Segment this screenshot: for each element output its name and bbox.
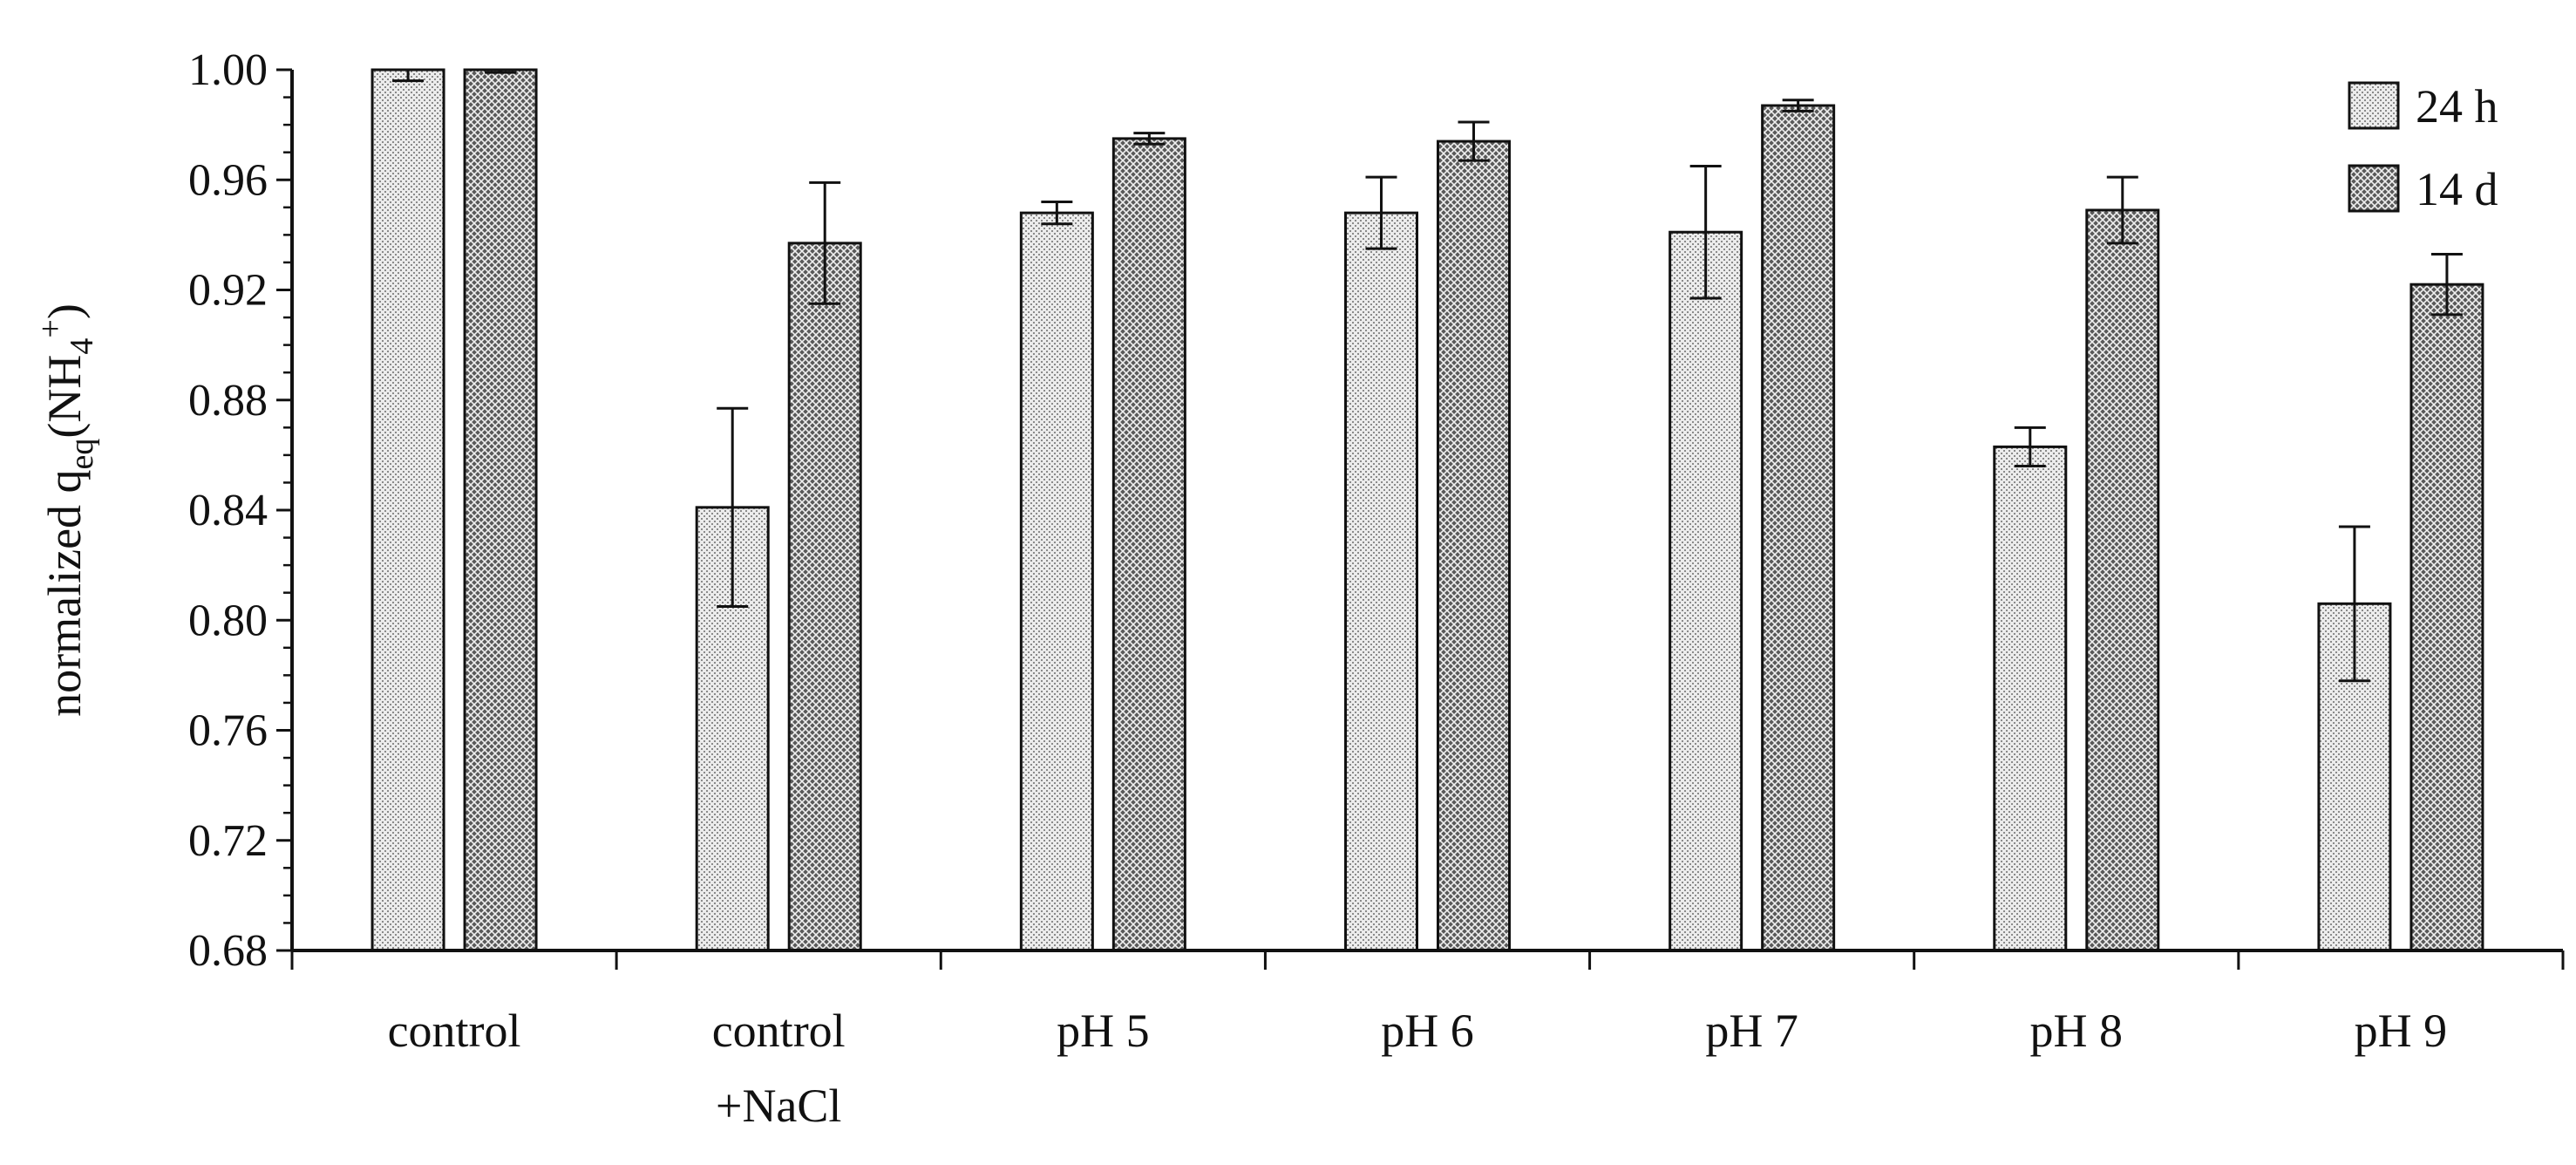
error-bar-14d-2: [1133, 132, 1166, 146]
error-bar-24h-4: [1689, 164, 1722, 300]
error-bar-14d-0: [485, 68, 517, 74]
y-tick-label: 0.84: [188, 486, 268, 535]
legend-entry-14d: 14 d: [2348, 163, 2498, 215]
legend-label: 24 h: [2416, 80, 2498, 133]
x-category-label: pH 5: [1057, 1005, 1150, 1057]
bar-24h-5: [1993, 445, 2068, 952]
bar-24h-4: [1669, 230, 1743, 952]
bar-14d-3: [1437, 140, 1511, 952]
bars-layer: [370, 68, 2484, 952]
bar-24h-2: [1019, 211, 1094, 952]
x-category-label: control: [712, 1005, 846, 1057]
error-bar-24h-1: [717, 406, 749, 608]
bar-14d-1: [787, 242, 862, 952]
y-tick-label: 0.96: [188, 155, 268, 205]
x-category-label: pH 7: [1705, 1005, 1798, 1057]
legend-swatch: [2348, 81, 2400, 130]
bar-24h-3: [1344, 211, 1418, 952]
error-bar-24h-6: [2338, 525, 2370, 683]
bar-14d-0: [463, 68, 538, 952]
y-tick-label: 0.92: [188, 266, 268, 316]
legend-entry-24h: 24 h: [2348, 80, 2498, 133]
legend-label: 14 d: [2416, 163, 2498, 215]
error-bar-24h-2: [1041, 201, 1073, 226]
bar-24h-0: [370, 68, 445, 952]
error-bar-24h-5: [2014, 426, 2046, 467]
error-bar-24h-3: [1365, 175, 1397, 250]
bar-14d-6: [2409, 283, 2484, 952]
bar-14d-2: [1111, 137, 1186, 952]
y-tick-label: 1.00: [188, 45, 268, 95]
error-bar-14d-4: [1782, 99, 1814, 112]
x-category-label: pH 8: [2030, 1005, 2124, 1057]
x-category-label: +NaCl: [716, 1080, 841, 1132]
x-category-label: pH 9: [2355, 1005, 2448, 1057]
x-category-label: pH 6: [1381, 1005, 1474, 1057]
error-bar-14d-3: [1458, 120, 1490, 162]
labels-layer: 0.68 0.72 0.76 0.80 0.84 0.88 0.92 0.96 1.00 cont…: [32, 45, 2447, 1132]
error-bar-14d-6: [2430, 252, 2463, 317]
error-bar-14d-5: [2106, 175, 2138, 245]
y-tick-label: 0.76: [188, 706, 268, 756]
y-tick-label: 0.68: [188, 926, 268, 976]
legend-swatch: [2348, 164, 2400, 213]
legend: 24 h 14 d: [2348, 80, 2498, 215]
error-bar-24h-0: [392, 68, 425, 83]
axes-layer: [276, 68, 2565, 970]
bar-14d-5: [2085, 208, 2160, 952]
y-tick-label: 0.88: [188, 376, 268, 426]
y-axis-title: normalized qeq(NH4+): [32, 303, 100, 717]
y-tick-label: 0.80: [188, 596, 268, 645]
error-bar-14d-1: [809, 181, 841, 305]
y-tick-label: 0.72: [188, 816, 268, 866]
x-category-label: control: [388, 1005, 521, 1057]
bar-14d-4: [1761, 104, 1836, 952]
